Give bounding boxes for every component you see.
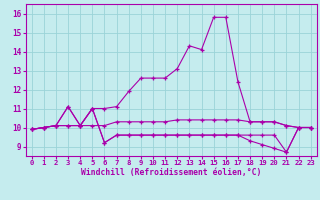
X-axis label: Windchill (Refroidissement éolien,°C): Windchill (Refroidissement éolien,°C) — [81, 168, 261, 177]
